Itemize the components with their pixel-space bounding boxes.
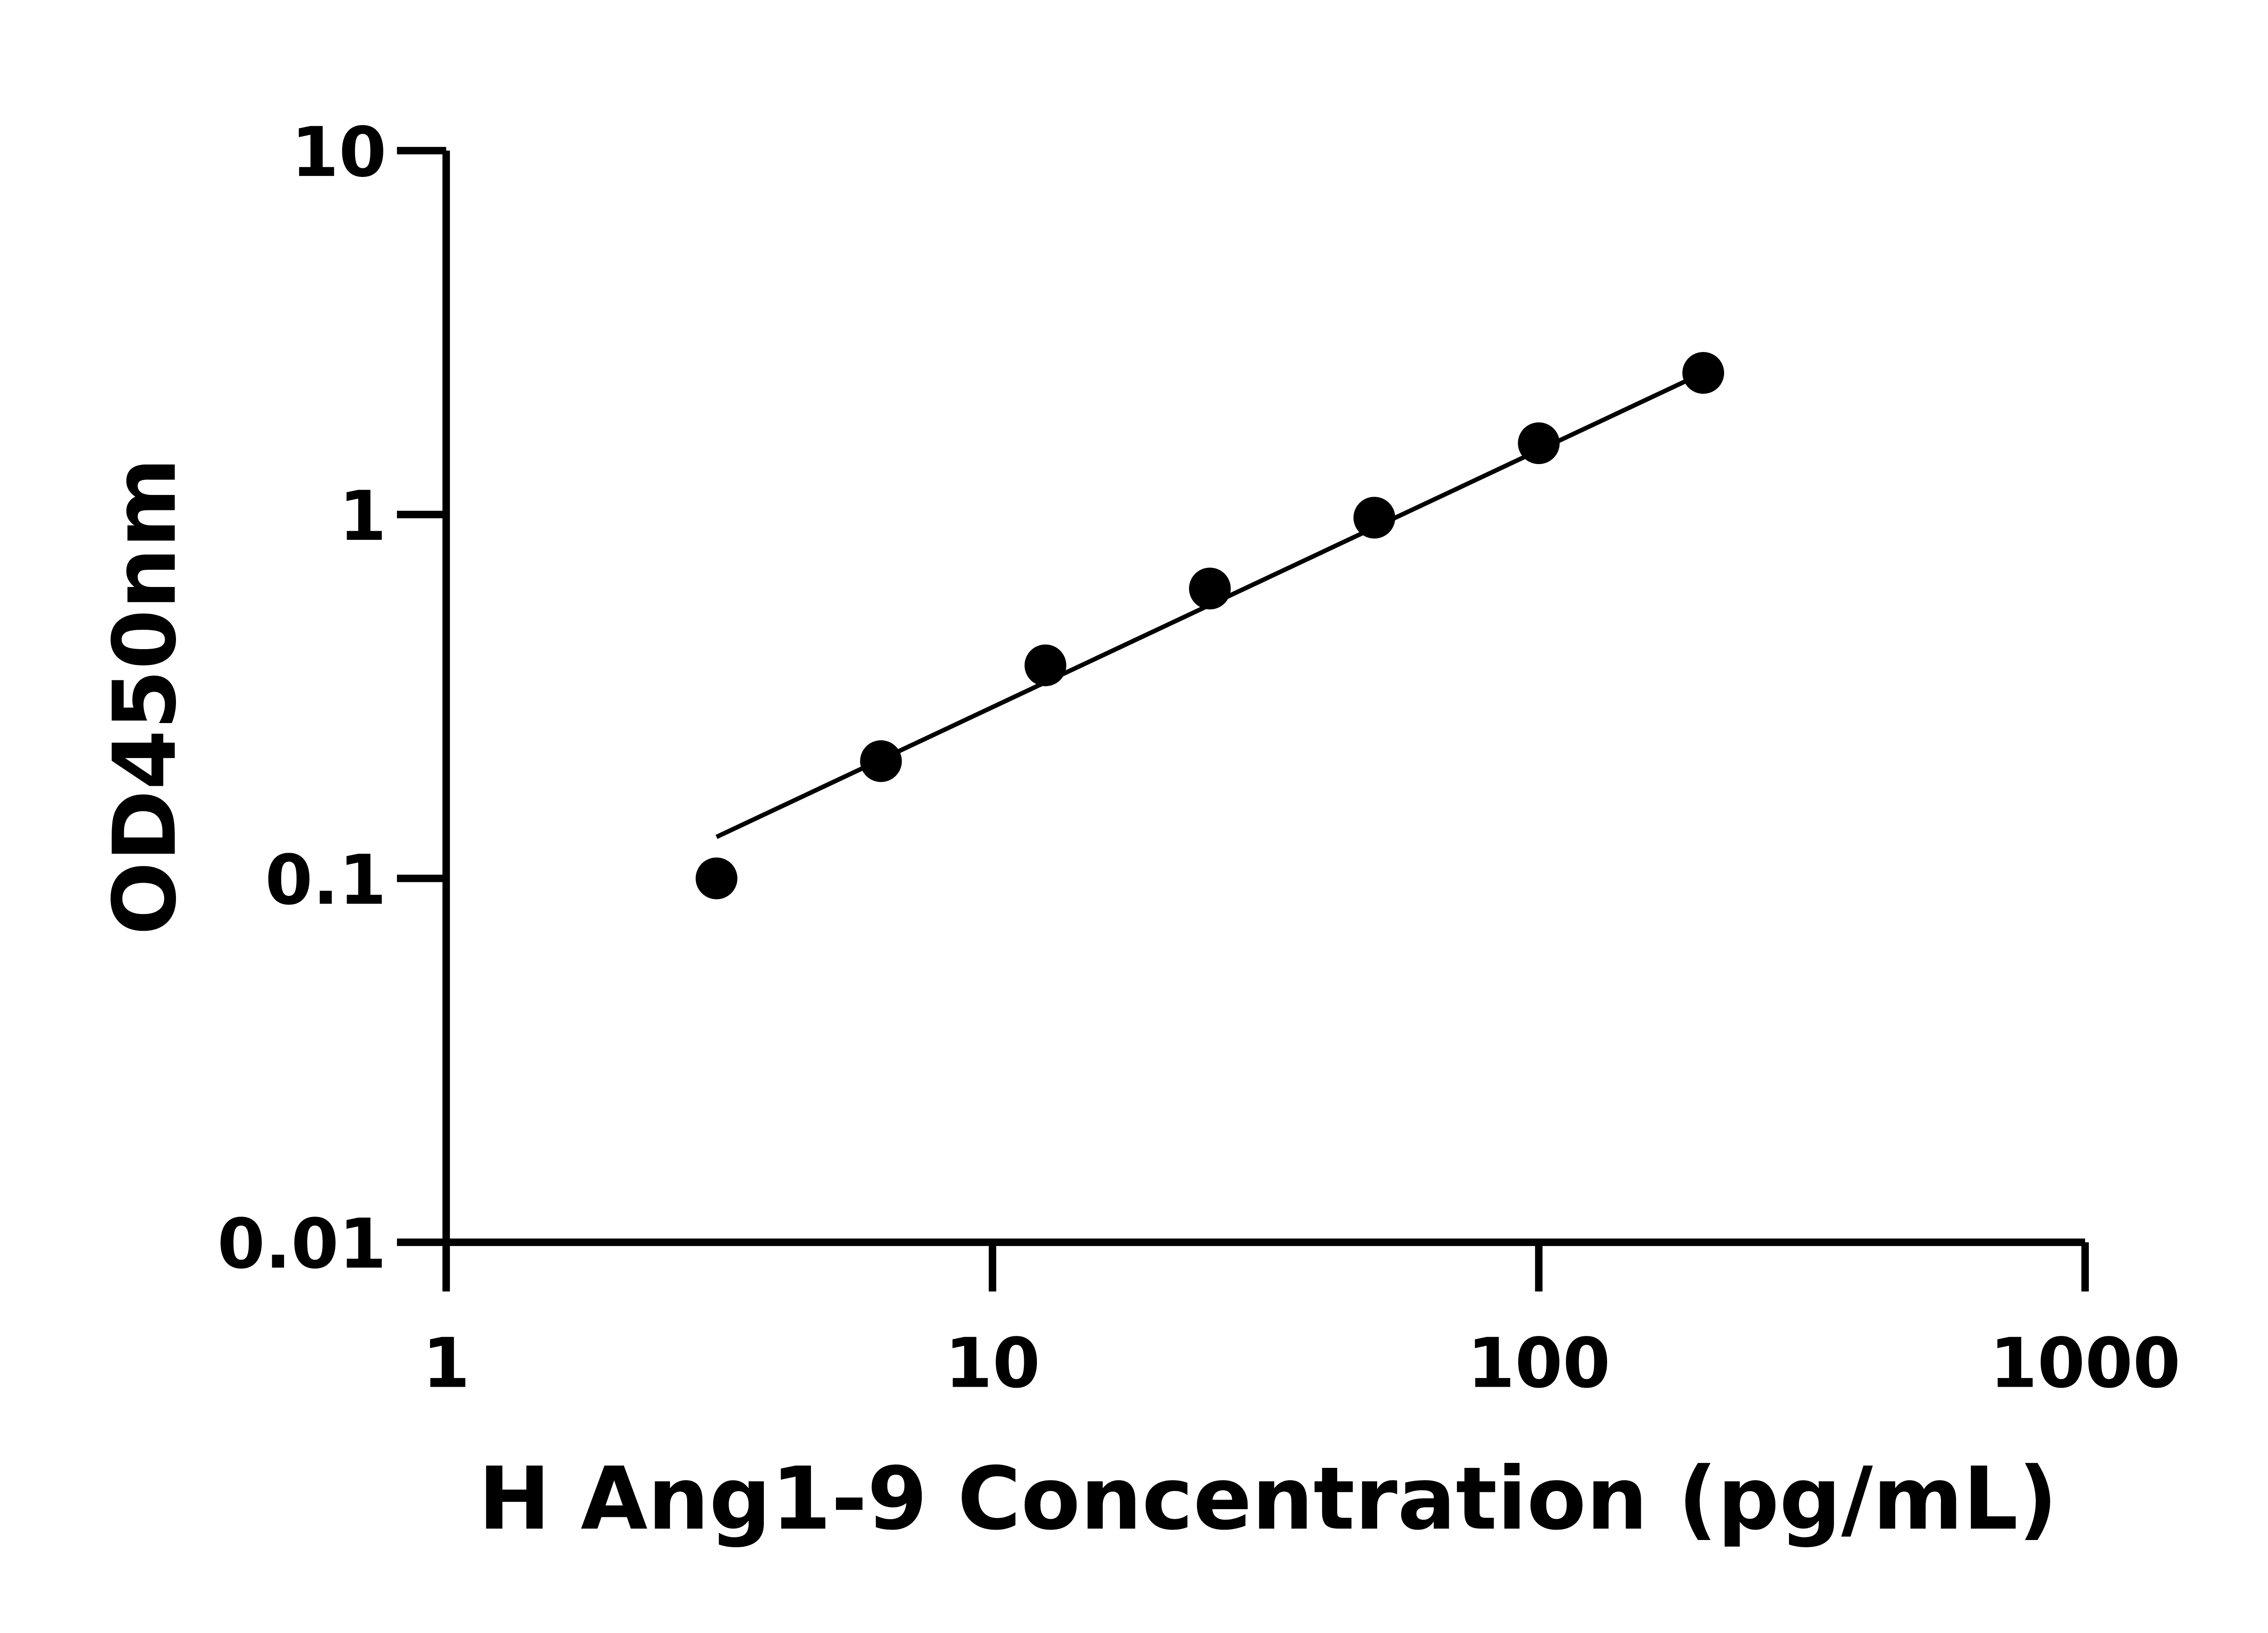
x-axis-label: H Ang1-9 Concentration (pg/mL) bbox=[478, 1448, 2058, 1549]
x-tick-label: 1 bbox=[422, 1324, 470, 1403]
axes bbox=[397, 147, 2089, 1292]
data-point bbox=[1024, 644, 1066, 686]
y-tick-label: 1 bbox=[339, 476, 386, 556]
y-tick-label: 0.1 bbox=[265, 840, 386, 920]
data-point bbox=[1518, 422, 1560, 464]
y-axis-label: OD450nm bbox=[94, 458, 195, 935]
data-point bbox=[1682, 352, 1724, 394]
y-tick-label: 0.01 bbox=[217, 1204, 386, 1284]
data-point bbox=[860, 740, 902, 782]
tick-labels: 1 10 100 1000 0.01 0.1 1 10 bbox=[217, 112, 2180, 1403]
y-tick-label: 10 bbox=[291, 112, 386, 192]
data-point bbox=[1353, 497, 1395, 539]
data-point bbox=[695, 857, 738, 900]
x-tick-label: 100 bbox=[1467, 1324, 1611, 1403]
data-points bbox=[695, 352, 1724, 900]
data-point bbox=[1189, 567, 1231, 610]
x-tick-label: 10 bbox=[945, 1324, 1040, 1403]
x-tick-label: 1000 bbox=[1989, 1324, 2180, 1403]
